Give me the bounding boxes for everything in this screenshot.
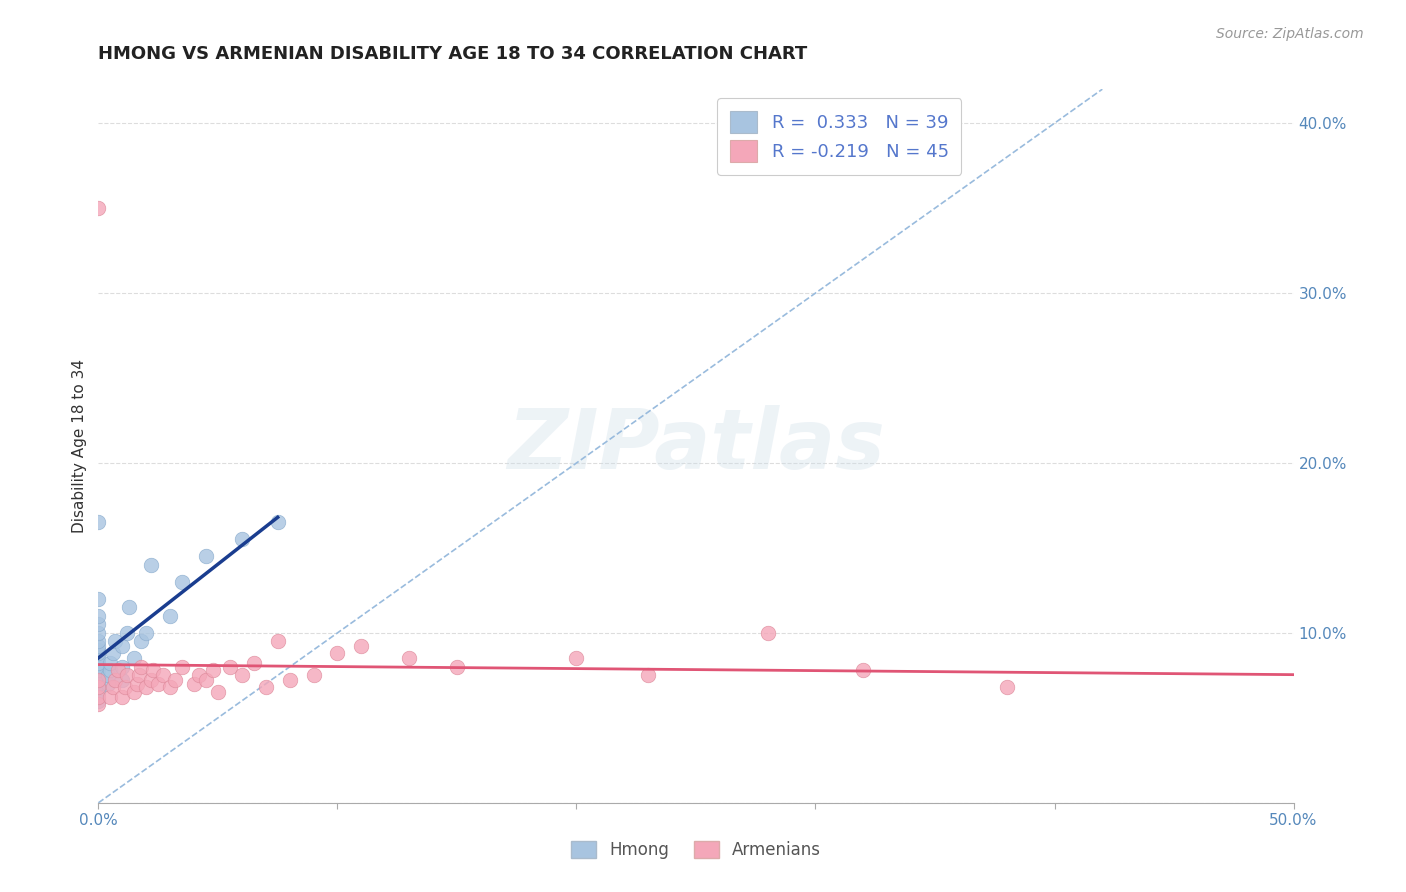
Point [111, 690, 134, 705]
Point [87, 668, 110, 682]
Point [98, 690, 122, 705]
Point [267, 634, 290, 648]
Point [219, 660, 242, 674]
Point [135, 626, 157, 640]
Point [231, 668, 253, 682]
Point [104, 634, 127, 648]
Point [87, 680, 110, 694]
Point [87, 643, 110, 657]
Point [107, 663, 129, 677]
Point [152, 668, 174, 682]
Point [148, 677, 170, 691]
Point [101, 680, 124, 694]
Point [278, 673, 301, 688]
Point [637, 668, 659, 682]
Point [131, 660, 153, 674]
Point [87, 646, 110, 660]
Point [125, 677, 148, 691]
Point [446, 660, 468, 674]
Point [118, 600, 141, 615]
Point [139, 673, 162, 688]
Y-axis label: Disability Age 18 to 34: Disability Age 18 to 34 [72, 359, 87, 533]
Point [97, 668, 120, 682]
Point [852, 663, 875, 677]
Text: HMONG VS ARMENIAN DISABILITY AGE 18 TO 34 CORRELATION CHART: HMONG VS ARMENIAN DISABILITY AGE 18 TO 3… [98, 45, 807, 62]
Point [243, 657, 266, 671]
Point [87, 640, 110, 654]
Point [111, 673, 134, 688]
Point [98, 663, 122, 677]
Point [111, 660, 134, 674]
Point [194, 549, 217, 564]
Point [267, 516, 290, 530]
Point [87, 663, 110, 677]
Point [326, 646, 349, 660]
Point [124, 685, 146, 699]
Point [756, 626, 779, 640]
Point [128, 668, 150, 682]
Point [87, 673, 110, 688]
Point [183, 677, 205, 691]
Point [87, 591, 110, 606]
Point [302, 668, 325, 682]
Point [124, 651, 146, 665]
Point [207, 685, 229, 699]
Point [87, 698, 110, 712]
Point [115, 668, 138, 682]
Legend: Hmong, Armenians: Hmong, Armenians [564, 834, 828, 866]
Point [350, 640, 373, 654]
Point [115, 626, 138, 640]
Text: ZIPatlas: ZIPatlas [508, 406, 884, 486]
Point [202, 663, 225, 677]
Point [159, 680, 181, 694]
Point [194, 673, 217, 688]
Point [101, 646, 124, 660]
Point [398, 651, 420, 665]
Point [187, 668, 209, 682]
Point [87, 677, 110, 691]
Text: Source: ZipAtlas.com: Source: ZipAtlas.com [1216, 27, 1364, 41]
Point [142, 663, 165, 677]
Point [87, 201, 110, 215]
Point [87, 608, 110, 623]
Point [172, 660, 194, 674]
Point [172, 574, 194, 589]
Point [111, 640, 134, 654]
Point [104, 673, 127, 688]
Point [87, 690, 110, 705]
Point [231, 533, 253, 547]
Point [114, 680, 136, 694]
Point [159, 608, 181, 623]
Point [995, 680, 1018, 694]
Point [87, 626, 110, 640]
Point [87, 634, 110, 648]
Point [87, 516, 110, 530]
Point [87, 651, 110, 665]
Point [87, 617, 110, 632]
Point [87, 694, 110, 708]
Point [87, 685, 110, 699]
Point [87, 657, 110, 671]
Point [254, 680, 277, 694]
Point [135, 680, 157, 694]
Point [139, 558, 162, 572]
Point [87, 677, 110, 691]
Point [87, 660, 110, 674]
Point [98, 657, 122, 671]
Point [87, 673, 110, 688]
Point [131, 634, 153, 648]
Point [97, 677, 120, 691]
Point [163, 673, 186, 688]
Point [565, 651, 588, 665]
